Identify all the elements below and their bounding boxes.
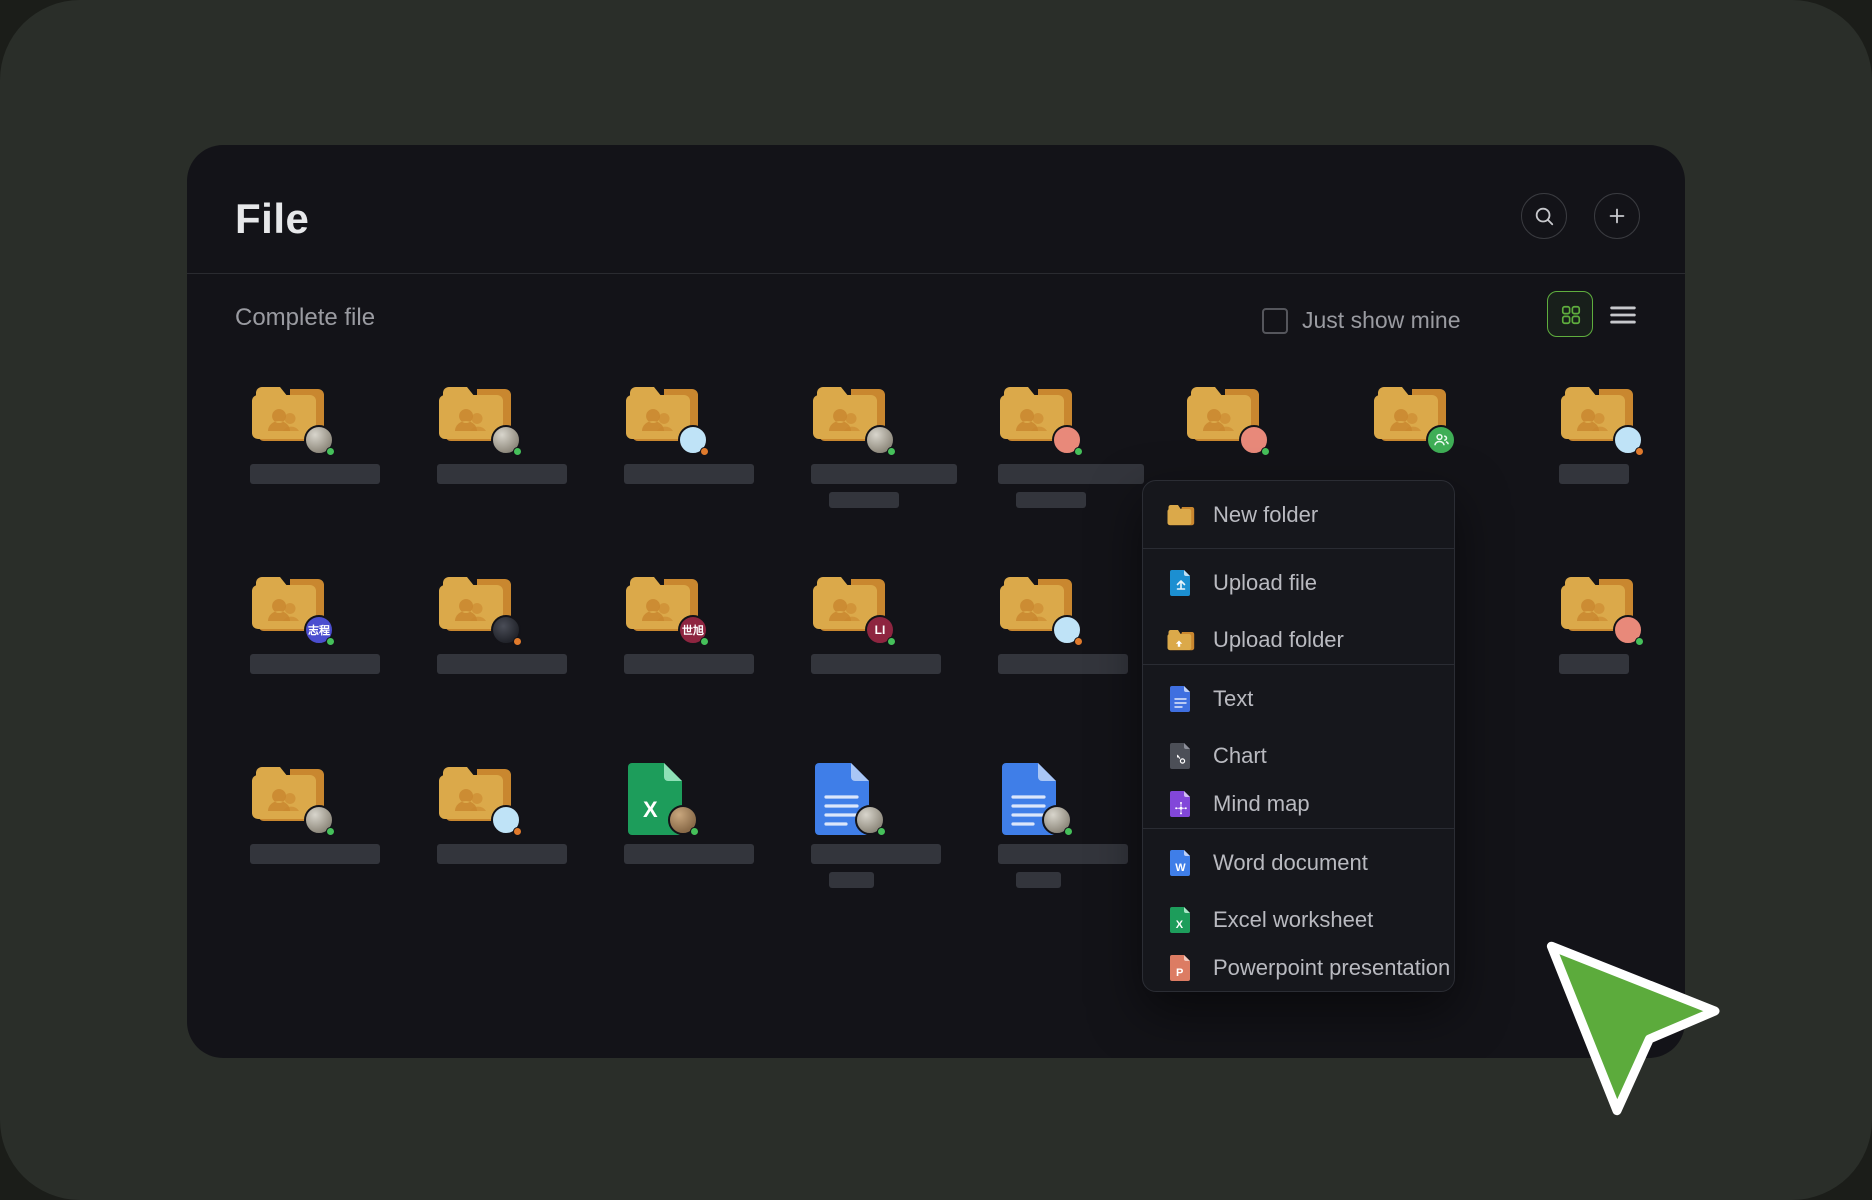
svg-text:X: X <box>1176 919 1184 931</box>
svg-text:W: W <box>1175 862 1186 874</box>
svg-text:X: X <box>643 797 658 822</box>
svg-text:P: P <box>1176 967 1183 979</box>
